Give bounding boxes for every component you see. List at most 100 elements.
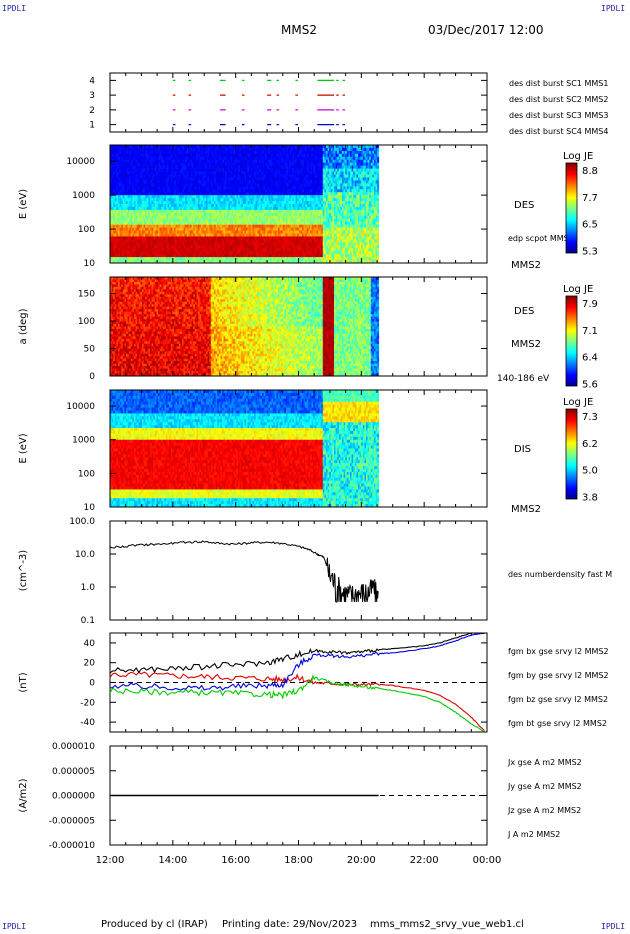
- des-energy-cell: [225, 186, 228, 190]
- des-energy-cell: [145, 183, 148, 187]
- des-energy-cell: [156, 150, 159, 155]
- des-energy-cell: [228, 224, 231, 228]
- des-energy-cell: [118, 248, 120, 252]
- des-energy-cell: [180, 162, 183, 166]
- des-energy-cell: [210, 206, 213, 211]
- des-energy-cell: [204, 189, 207, 193]
- des-energy-cell: [271, 212, 274, 217]
- des-energy-cell: [246, 251, 248, 255]
- des-energy-cell: [281, 156, 284, 161]
- des-energy-cell: [182, 239, 184, 243]
- des-energy-cell: [209, 212, 212, 217]
- des-energy-cell: [202, 168, 205, 172]
- des-energy-cell: [180, 215, 183, 220]
- des-energy-cell: [258, 224, 261, 228]
- des-energy-cell: [159, 201, 162, 205]
- des-energy-cell: [124, 153, 127, 158]
- des-energy-cell: [265, 242, 268, 246]
- des-energy-cell: [127, 180, 130, 184]
- des-energy-cell: [274, 206, 277, 211]
- des-energy-cell: [134, 186, 136, 190]
- des-energy-cell: [162, 147, 165, 152]
- des-energy-cell: [206, 201, 208, 205]
- des-energy-cell: [121, 242, 124, 246]
- des-energy-cell: [247, 236, 250, 240]
- des-energy-cell: [174, 239, 176, 243]
- des-energy-cell: [239, 212, 242, 217]
- des-energy-cell: [279, 150, 282, 155]
- des-energy-cell: [142, 189, 144, 193]
- des-energy-cell: [207, 260, 210, 264]
- des-energy-cell: [113, 174, 116, 178]
- des-energy-cell: [121, 159, 124, 163]
- des-energy-cell: [239, 189, 242, 193]
- des-energy-cell: [223, 189, 226, 193]
- des-energy-cell: [258, 218, 261, 222]
- des-energy-cell: [273, 206, 276, 211]
- des-energy-cell: [114, 165, 117, 169]
- des-energy-cell: [228, 156, 231, 161]
- des-energy-cell: [246, 242, 248, 246]
- des-energy-cell: [196, 254, 199, 258]
- des-energy-cell: [257, 204, 260, 208]
- des-energy-cell: [242, 257, 245, 261]
- des-energy-cell: [230, 171, 232, 175]
- des-energy-cell: [228, 248, 231, 252]
- des-energy-cell: [279, 242, 282, 246]
- des-energy-cell: [143, 239, 146, 243]
- des-energy-cell: [266, 239, 269, 243]
- des-energy-cell: [148, 186, 151, 190]
- des-energy-cell: [258, 174, 261, 178]
- des-energy-cell: [138, 153, 141, 158]
- des-energy-cell: [273, 239, 276, 243]
- des-energy-cell: [188, 183, 191, 187]
- des-energy-cell: [249, 186, 252, 190]
- des-energy-cell: [239, 159, 242, 163]
- des-energy-cell: [241, 260, 244, 264]
- des-energy-cell: [111, 233, 114, 237]
- des-energy-cell: [164, 245, 167, 249]
- des-energy-cell: [212, 242, 215, 246]
- des-energy-cell: [246, 260, 248, 264]
- des-energy-cell: [162, 153, 165, 158]
- des-energy-cell: [169, 201, 172, 205]
- des-energy-cell: [201, 230, 204, 234]
- des-energy-cell: [154, 195, 157, 199]
- des-energy-cell: [190, 177, 192, 181]
- des-energy-cell: [166, 192, 168, 196]
- des-energy-cell: [113, 215, 116, 220]
- des-energy-cell: [250, 150, 253, 155]
- des-energy-cell: [271, 245, 274, 249]
- des-energy-cell: [186, 153, 189, 158]
- des-energy-cell: [172, 198, 175, 202]
- des-energy-cell: [246, 198, 248, 202]
- des-energy-cell: [241, 257, 244, 261]
- des-energy-cell: [217, 254, 220, 258]
- des-energy-cell: [122, 153, 125, 158]
- des-energy-cell: [199, 195, 202, 199]
- des-energy-cell: [201, 245, 204, 249]
- des-energy-cell: [241, 174, 244, 178]
- des-energy-cell: [167, 254, 170, 258]
- des-energy-cell: [204, 204, 207, 208]
- des-energy-cell: [260, 254, 263, 258]
- des-energy-cell: [228, 145, 231, 149]
- des-energy-cell: [177, 233, 180, 237]
- des-energy-cell: [241, 209, 244, 214]
- des-energy-cell: [113, 156, 116, 161]
- des-energy-cell: [242, 201, 245, 205]
- des-energy-cell: [129, 177, 132, 181]
- des-energy-cell: [138, 215, 141, 220]
- des-energy-cell: [241, 162, 244, 166]
- des-energy-cell: [222, 171, 224, 175]
- des-energy-cell: [231, 242, 234, 246]
- des-energy-cell: [215, 198, 218, 202]
- des-energy-cell: [142, 206, 144, 211]
- des-energy-cell: [119, 168, 122, 172]
- des-energy-cell: [172, 174, 175, 178]
- des-energy-cell: [266, 171, 269, 175]
- des-energy-cell: [278, 198, 280, 202]
- des-energy-cell: [266, 177, 269, 181]
- des-energy-cell: [263, 221, 266, 225]
- des-energy-cell: [130, 230, 133, 234]
